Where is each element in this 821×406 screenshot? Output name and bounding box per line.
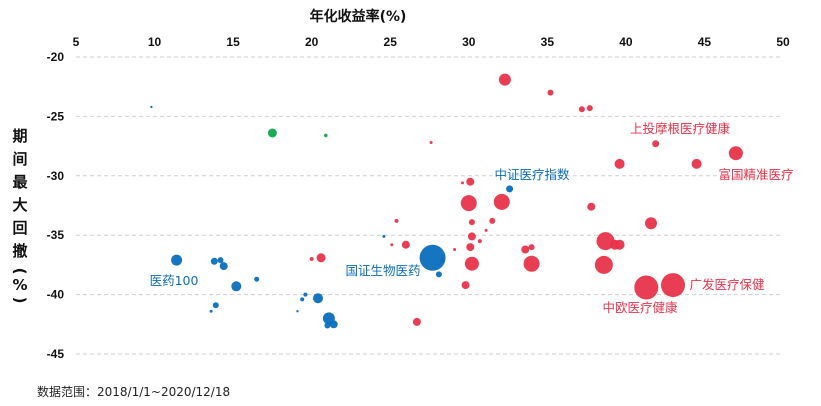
x-axis-ticks: 5 10 15 20 25 30 35 40 45 50 bbox=[73, 35, 790, 49]
blue-data-point[interactable] bbox=[506, 185, 514, 193]
red-data-point[interactable] bbox=[523, 255, 540, 272]
red-data-point[interactable] bbox=[429, 141, 433, 144]
red-data-point[interactable] bbox=[453, 248, 457, 251]
annotation-fuguo-jingzhun: 富国精准医疗 bbox=[718, 167, 793, 182]
red-data-point[interactable] bbox=[460, 195, 477, 212]
red-data-point[interactable] bbox=[498, 73, 511, 86]
red-data-point[interactable] bbox=[401, 240, 410, 249]
blue-data-point[interactable] bbox=[231, 281, 242, 292]
blue-data-point[interactable] bbox=[382, 234, 386, 238]
red-data-point[interactable] bbox=[390, 243, 394, 247]
red-data-point[interactable] bbox=[594, 255, 613, 274]
blue-data-point[interactable] bbox=[254, 276, 260, 282]
blue-data-point[interactable] bbox=[212, 302, 219, 309]
annotation-zhongou-medical: 中欧医疗健康 bbox=[602, 300, 678, 315]
y-tick-label: -25 bbox=[47, 109, 65, 123]
blue-data-point[interactable] bbox=[296, 310, 299, 313]
x-tick-label: 40 bbox=[619, 35, 633, 49]
red-data-point[interactable] bbox=[484, 228, 488, 232]
red-data-point[interactable] bbox=[466, 177, 475, 186]
data-points bbox=[150, 73, 743, 329]
y-tick-label: -40 bbox=[47, 288, 65, 302]
blue-data-point[interactable] bbox=[303, 292, 308, 297]
red-data-point[interactable] bbox=[394, 218, 399, 223]
y-tick-label: -45 bbox=[47, 347, 65, 361]
data-range-footer: 数据范围：2018/1/1~2020/12/18 bbox=[37, 385, 231, 399]
red-data-point[interactable] bbox=[521, 245, 530, 254]
red-data-point[interactable] bbox=[645, 217, 657, 230]
x-tick-label: 35 bbox=[541, 35, 555, 49]
blue-data-point[interactable] bbox=[171, 254, 183, 266]
red-data-point[interactable] bbox=[586, 105, 593, 112]
blue-data-point[interactable] bbox=[435, 271, 442, 278]
blue-data-point[interactable] bbox=[209, 309, 213, 313]
x-tick-label: 15 bbox=[226, 35, 240, 49]
green-data-point[interactable] bbox=[324, 133, 328, 138]
x-tick-label: 25 bbox=[384, 35, 398, 49]
red-data-point[interactable] bbox=[467, 232, 476, 241]
red-data-point[interactable] bbox=[309, 257, 314, 261]
y-tick-label: -35 bbox=[47, 228, 65, 242]
red-data-point[interactable] bbox=[547, 89, 554, 96]
x-tick-label: 50 bbox=[776, 35, 790, 49]
red-data-point[interactable] bbox=[728, 146, 743, 161]
blue-data-point[interactable] bbox=[210, 257, 218, 265]
y-axis-title-char: 撤 bbox=[12, 242, 27, 260]
red-data-point[interactable] bbox=[634, 275, 659, 300]
y-axis-title-char: ( bbox=[11, 268, 29, 275]
x-tick-label: 30 bbox=[462, 35, 476, 49]
y-axis-title-char: 大 bbox=[12, 196, 27, 214]
red-data-point[interactable] bbox=[614, 239, 625, 250]
red-data-point[interactable] bbox=[466, 243, 475, 252]
y-axis-title-char: 最 bbox=[12, 173, 28, 191]
y-axis-title-char: ) bbox=[11, 297, 29, 304]
red-data-point[interactable] bbox=[489, 217, 496, 224]
red-data-point[interactable] bbox=[528, 244, 535, 251]
red-data-point[interactable] bbox=[493, 193, 510, 210]
y-axis-title-char: 期 bbox=[12, 127, 27, 145]
blue-data-point[interactable] bbox=[150, 105, 153, 109]
x-tick-label: 45 bbox=[698, 35, 712, 49]
y-tick-label: -20 bbox=[47, 50, 65, 64]
gridlines bbox=[76, 56, 783, 355]
red-data-point[interactable] bbox=[691, 158, 702, 169]
x-tick-label: 5 bbox=[73, 35, 80, 49]
red-data-point[interactable] bbox=[316, 253, 326, 263]
y-axis-title-char: 间 bbox=[12, 150, 27, 168]
annotation-shangtou-morgan: 上投摩根医疗健康 bbox=[630, 121, 731, 136]
blue-data-point[interactable] bbox=[329, 320, 338, 329]
point-annotations: 上投摩根医疗健康 富国精准医疗 中证医疗指数 国证生物医药 医药100 中欧医疗… bbox=[150, 121, 794, 315]
red-data-point[interactable] bbox=[652, 140, 660, 148]
red-data-point[interactable] bbox=[412, 317, 421, 326]
y-axis-title-char: 回 bbox=[12, 219, 27, 237]
blue-data-point[interactable] bbox=[219, 262, 228, 271]
red-data-point[interactable] bbox=[477, 239, 482, 244]
red-data-point[interactable] bbox=[468, 219, 475, 226]
red-data-point[interactable] bbox=[578, 106, 585, 113]
red-data-point[interactable] bbox=[461, 181, 464, 185]
y-axis-title-char: % bbox=[12, 276, 27, 294]
red-data-point[interactable] bbox=[587, 202, 596, 211]
blue-data-point[interactable] bbox=[324, 322, 331, 329]
green-data-point[interactable] bbox=[267, 128, 277, 138]
red-data-point[interactable] bbox=[461, 281, 470, 290]
blue-data-point[interactable] bbox=[313, 293, 323, 304]
red-data-point[interactable] bbox=[464, 256, 479, 271]
x-axis-title: 年化收益率(%) bbox=[310, 8, 407, 25]
red-data-point[interactable] bbox=[661, 273, 685, 298]
annotation-guozheng-biomed: 国证生物医药 bbox=[345, 263, 420, 278]
blue-data-point[interactable] bbox=[419, 244, 446, 271]
red-data-point[interactable] bbox=[614, 158, 625, 169]
y-axis-ticks: -20 -25 -30 -35 -40 -45 bbox=[47, 50, 65, 361]
annotation-pharma-100: 医药100 bbox=[150, 273, 199, 288]
x-tick-label: 20 bbox=[305, 35, 319, 49]
y-tick-label: -30 bbox=[47, 169, 65, 183]
annotation-csi-medical-index: 中证医疗指数 bbox=[494, 167, 570, 182]
annotation-guangfa-healthcare: 广发医疗保健 bbox=[689, 277, 765, 292]
blue-data-point[interactable] bbox=[300, 297, 305, 302]
blue-data-point[interactable] bbox=[217, 257, 224, 264]
x-tick-label: 10 bbox=[148, 35, 162, 49]
